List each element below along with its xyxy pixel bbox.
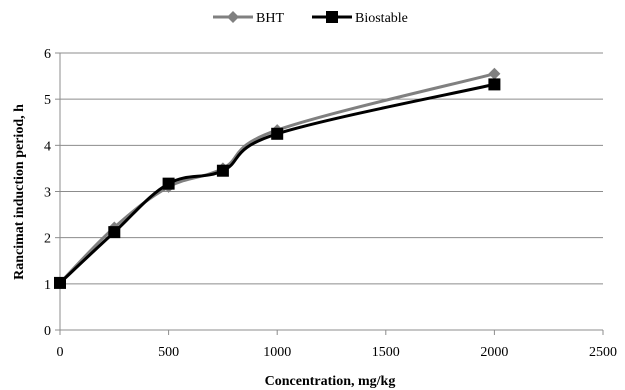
- data-point-biostable: [108, 226, 121, 239]
- data-point-bht: [488, 67, 501, 80]
- y-tick-label: 3: [44, 186, 51, 201]
- y-tick-label: 0: [44, 324, 51, 339]
- y-tick-label: 6: [44, 47, 51, 62]
- y-axis-title: Rancimat induction period, h: [12, 104, 27, 280]
- y-tick-labels: 0 1 2 3 4 5 6: [44, 47, 51, 339]
- series-bht: [54, 67, 501, 289]
- y-tick-label: 1: [44, 278, 51, 293]
- x-tick-label: 1000: [263, 345, 291, 360]
- x-tick-label: 0: [57, 345, 64, 360]
- x-tick-label: 500: [158, 345, 179, 360]
- legend: BHT Biostable: [213, 11, 408, 26]
- series-line-biostable: [58, 82, 495, 285]
- x-tick-label: 1500: [372, 345, 400, 360]
- legend-label-bht: BHT: [256, 11, 284, 26]
- legend-item-biostable: Biostable: [312, 11, 408, 26]
- legend-item-bht: BHT: [213, 11, 284, 26]
- data-point-biostable: [216, 164, 229, 177]
- y-tick-label: 5: [44, 93, 51, 108]
- grid-lines: [60, 52, 603, 285]
- data-point-biostable: [54, 276, 66, 289]
- data-point-biostable: [271, 127, 284, 140]
- legend-marker-bht: [227, 11, 239, 23]
- legend-label-biostable: Biostable: [355, 11, 408, 26]
- legend-marker-biostable: [326, 11, 338, 23]
- series-line-bht: [58, 72, 495, 284]
- y-tick-label: 2: [44, 232, 51, 247]
- x-tick-label: 2000: [480, 345, 508, 360]
- x-axis-title: Concentration, mg/kg: [265, 374, 396, 389]
- x-tick-labels: 0 500 1000 1500 2000 2500: [57, 345, 618, 360]
- axes: [55, 52, 604, 335]
- y-tick-label: 4: [44, 139, 51, 154]
- x-tick-label: 2500: [589, 345, 617, 360]
- data-point-biostable: [488, 78, 501, 91]
- series-layer: [54, 67, 501, 289]
- series-biostable: [54, 78, 501, 289]
- data-point-biostable: [162, 177, 175, 190]
